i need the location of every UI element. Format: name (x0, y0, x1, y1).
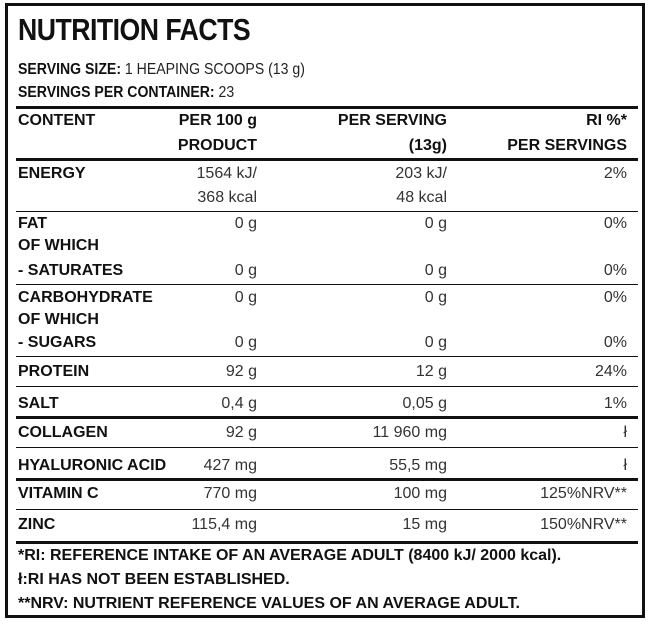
vitamin-c-perserving: 100 mg (393, 485, 447, 502)
header-perserving-line1: PER SERVING (337, 112, 447, 129)
energy-per100-kj: 1564 kJ/ (196, 165, 257, 182)
row-label-energy: ENERGY (18, 165, 86, 182)
divider (16, 356, 638, 357)
header-ri-line1: RI %* (586, 112, 627, 129)
sugars-ri: 0% (603, 334, 627, 351)
serving-size: SERVING SIZE: 1 HEAPING SCOOPS (13 g) (18, 61, 305, 79)
divider (16, 541, 638, 544)
divider (16, 106, 638, 109)
row-label-fat: FAT (18, 215, 48, 232)
row-label-collagen: COLLAGEN (18, 424, 108, 441)
row-label-zinc: ZINC (18, 516, 56, 533)
serving-size-label: SERVING SIZE: (18, 61, 122, 78)
energy-perserving-kcal: 48 kcal (396, 189, 447, 206)
header-perserving-line2: (13g) (408, 137, 447, 154)
row-label-vitamin-c: VITAMIN C (18, 485, 99, 502)
divider (16, 284, 638, 285)
collagen-per100: 92 g (225, 424, 257, 441)
servings-per-container-label: SERVINGS PER CONTAINER: (18, 84, 215, 101)
carbohydrate-per100: 0 g (234, 289, 257, 306)
header-content: CONTENT (18, 112, 96, 129)
salt-perserving: 0,05 g (402, 395, 447, 412)
hyaluronic-acid-perserving: 55,5 mg (389, 457, 447, 474)
saturates-ri: 0% (603, 262, 627, 279)
collagen-perserving: 11 960 mg (372, 424, 447, 441)
row-label-salt: SALT (18, 395, 59, 412)
divider (16, 211, 638, 212)
footnote-ri-not-established: ł:RI HAS NOT BEEN ESTABLISHED. (18, 571, 290, 588)
zinc-perserving: 15 mg (402, 516, 447, 533)
sugars-per100: 0 g (234, 334, 257, 351)
header-per100-line2: PRODUCT (177, 137, 257, 154)
serving-size-value: 1 HEAPING SCOOPS (13 g) (124, 61, 305, 78)
divider (16, 509, 638, 510)
divider (16, 478, 638, 481)
fat-perserving: 0 g (424, 215, 447, 232)
zinc-per100: 115,4 mg (191, 516, 257, 533)
saturates-per100: 0 g (234, 262, 257, 279)
hyaluronic-acid-per100: 427 mg (203, 457, 257, 474)
fat-ri: 0% (603, 215, 627, 232)
row-label-sugars: - SUGARS (18, 334, 97, 351)
servings-per-container-value: 23 (218, 84, 235, 101)
salt-ri: 1% (603, 395, 627, 412)
row-label-carbohydrate: CARBOHYDRATE (18, 289, 153, 306)
saturates-perserving: 0 g (424, 262, 447, 279)
divider (16, 447, 638, 448)
protein-ri: 24% (594, 363, 627, 380)
fat-per100: 0 g (234, 215, 257, 232)
protein-perserving: 12 g (415, 363, 447, 380)
divider (16, 386, 638, 387)
salt-per100: 0,4 g (221, 395, 257, 412)
header-per100-line1: PER 100 g (178, 112, 257, 129)
footnote-ri: *RI: REFERENCE INTAKE OF AN AVERAGE ADUL… (18, 547, 562, 564)
energy-perserving-kj: 203 kJ/ (395, 165, 447, 182)
divider (16, 416, 638, 419)
nutrition-facts-panel: NUTRITION FACTS SERVING SIZE: 1 HEAPING … (5, 3, 645, 618)
row-label-hyaluronic-acid: HYALURONIC ACID (18, 457, 167, 474)
protein-per100: 92 g (225, 363, 257, 380)
footnote-nrv: **NRV: NUTRIENT REFERENCE VALUES OF AN A… (18, 595, 520, 612)
page-title: NUTRITION FACTS (18, 12, 251, 47)
collagen-ri: ł (623, 424, 627, 441)
row-label-carb-of-which: OF WHICH (18, 311, 99, 328)
row-label-fat-of-which: OF WHICH (18, 237, 99, 254)
divider (16, 158, 638, 161)
zinc-nrv: 150%NRV** (540, 516, 627, 533)
vitamin-c-nrv: 125%NRV** (540, 485, 627, 502)
carbohydrate-perserving: 0 g (424, 289, 447, 306)
servings-per-container: SERVINGS PER CONTAINER: 23 (18, 84, 234, 102)
row-label-protein: PROTEIN (18, 363, 90, 380)
energy-ri: 2% (603, 165, 627, 182)
carbohydrate-ri: 0% (603, 289, 627, 306)
hyaluronic-acid-ri: ł (623, 457, 627, 474)
row-label-saturates: - SATURATES (18, 262, 124, 279)
vitamin-c-per100: 770 mg (203, 485, 257, 502)
energy-per100-kcal: 368 kcal (197, 189, 257, 206)
header-ri-line2: PER SERVINGS (507, 137, 627, 154)
sugars-perserving: 0 g (424, 334, 447, 351)
